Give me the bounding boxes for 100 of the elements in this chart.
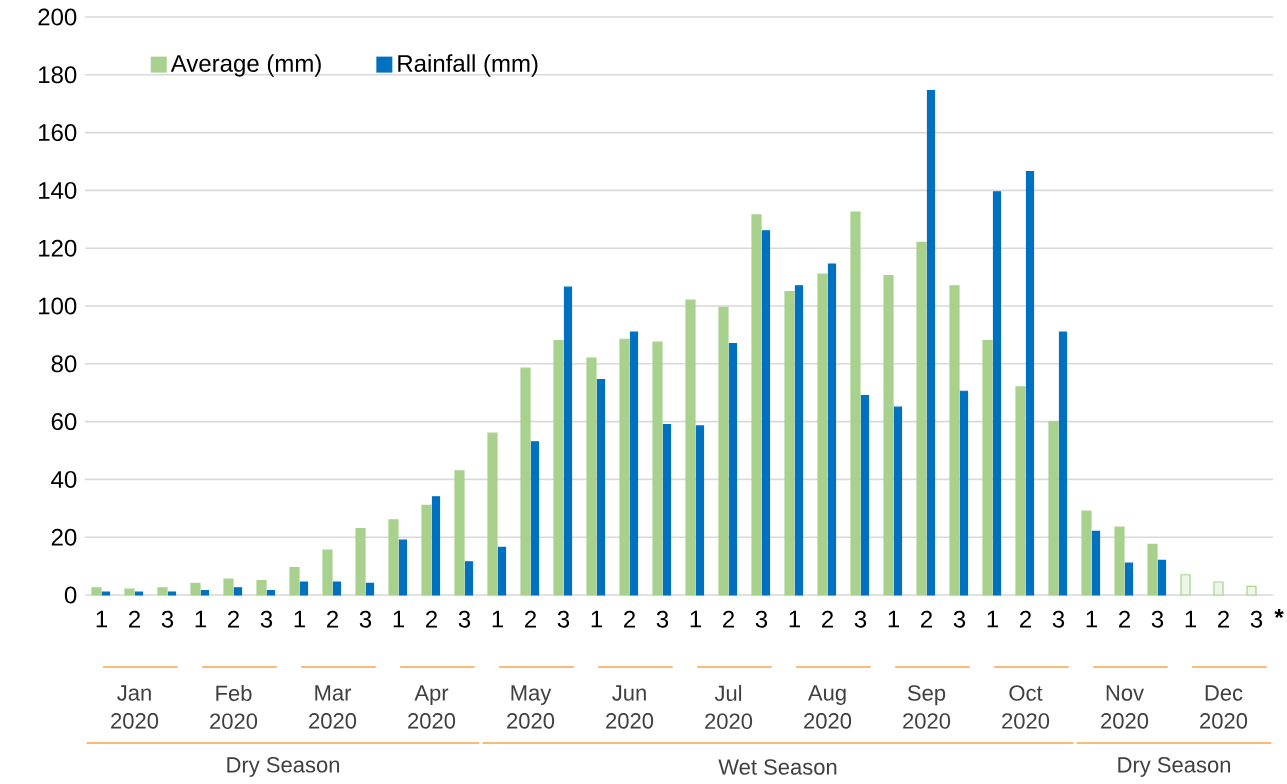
bar bbox=[926, 90, 936, 596]
x-tick-label: 3 bbox=[1250, 610, 1263, 628]
bar bbox=[388, 519, 399, 596]
bar bbox=[1114, 526, 1125, 596]
x-tick-label: 3 bbox=[755, 610, 768, 628]
x-tick-label: 1 bbox=[294, 610, 306, 628]
bar bbox=[1015, 386, 1026, 596]
x-tick-label: 1 bbox=[987, 610, 999, 628]
bar bbox=[619, 338, 630, 596]
bar bbox=[850, 211, 861, 596]
text: Wet Season bbox=[718, 759, 837, 775]
bar bbox=[751, 214, 762, 596]
x-tick-label: 3 bbox=[260, 610, 273, 628]
x-tick-label: 2 bbox=[426, 610, 437, 628]
bar bbox=[1213, 581, 1224, 596]
bar bbox=[652, 341, 663, 596]
bar bbox=[464, 561, 474, 596]
bar bbox=[1025, 171, 1035, 596]
x-tick-label: 2 bbox=[624, 610, 635, 628]
legend-label: Average (mm) bbox=[170, 54, 321, 77]
y-tick-label: 20 bbox=[51, 528, 77, 546]
bar bbox=[289, 566, 300, 596]
text: Dry Season bbox=[1118, 757, 1231, 777]
bar bbox=[266, 590, 276, 596]
text: Jul 2020 bbox=[705, 684, 753, 730]
x-tick-label: 3 bbox=[557, 610, 570, 628]
bar bbox=[596, 379, 606, 596]
bar bbox=[1124, 562, 1134, 596]
bar bbox=[784, 290, 795, 596]
bar bbox=[553, 340, 564, 596]
x-tick-label: 1 bbox=[888, 610, 900, 628]
x-tick-label: 3 bbox=[1052, 610, 1065, 628]
x-tick-label: 2 bbox=[525, 610, 536, 628]
text: Oct 2020 bbox=[1002, 685, 1050, 729]
bar bbox=[695, 425, 705, 596]
bar bbox=[398, 539, 408, 596]
bar bbox=[223, 578, 234, 596]
text: Mar 2020 bbox=[309, 685, 357, 729]
bar bbox=[718, 306, 729, 596]
bar bbox=[101, 591, 111, 596]
x-tick-label: 1 bbox=[1086, 610, 1098, 628]
x-tick-label: 2 bbox=[1218, 610, 1229, 628]
x-tick-label: 2 bbox=[1020, 610, 1031, 628]
bar bbox=[629, 331, 639, 596]
bar bbox=[586, 357, 597, 596]
text: Apr 2020 bbox=[408, 685, 456, 729]
text: Feb 2020 bbox=[210, 684, 258, 730]
bar bbox=[817, 273, 828, 596]
text: Sep 2020 bbox=[903, 685, 951, 729]
x-tick-label: 2 bbox=[129, 610, 140, 628]
text: * bbox=[1274, 609, 1284, 619]
bar bbox=[1081, 510, 1092, 596]
x-tick-label: 3 bbox=[854, 610, 867, 628]
x-tick-label: 1 bbox=[195, 610, 207, 628]
x-tick-label: 3 bbox=[953, 610, 966, 628]
bar bbox=[256, 579, 267, 596]
x-tick-label: 1 bbox=[1185, 610, 1197, 628]
y-tick-label: 180 bbox=[39, 66, 77, 84]
bar bbox=[431, 496, 441, 596]
x-tick-label: 2 bbox=[327, 610, 338, 628]
bar bbox=[134, 591, 144, 596]
x-tick-label: 1 bbox=[492, 610, 504, 628]
bar bbox=[200, 590, 210, 596]
x-tick-label: 3 bbox=[458, 610, 471, 628]
bar bbox=[1157, 559, 1167, 596]
y-tick-label: 200 bbox=[38, 8, 77, 26]
bar bbox=[1048, 421, 1059, 596]
bar bbox=[1246, 585, 1257, 596]
bar bbox=[190, 582, 201, 596]
x-tick-label: 2 bbox=[921, 610, 932, 628]
y-tick-label: 0 bbox=[64, 586, 77, 604]
bar bbox=[91, 587, 102, 596]
y-tick-label: 60 bbox=[51, 413, 77, 431]
bar bbox=[1147, 543, 1158, 596]
bar bbox=[322, 549, 333, 596]
legend-label: Rainfall (mm) bbox=[398, 54, 538, 77]
text: Dry Season bbox=[227, 757, 340, 777]
bar bbox=[299, 581, 309, 596]
bar bbox=[167, 591, 177, 596]
bar bbox=[685, 299, 696, 596]
bar bbox=[421, 504, 432, 596]
y-tick-label: 100 bbox=[39, 297, 77, 315]
bar bbox=[992, 191, 1002, 596]
x-tick-label: 1 bbox=[393, 610, 405, 628]
y-tick-label: 40 bbox=[51, 470, 77, 488]
bar bbox=[365, 582, 375, 596]
x-tick-label: 1 bbox=[690, 610, 702, 628]
bar bbox=[1058, 331, 1068, 596]
x-tick-label: 2 bbox=[228, 610, 239, 628]
x-tick-label: 3 bbox=[161, 610, 174, 628]
x-tick-label: 3 bbox=[359, 610, 372, 628]
x-tick-label: 1 bbox=[96, 610, 108, 628]
bar bbox=[883, 275, 894, 596]
x-tick-label: 1 bbox=[789, 610, 801, 628]
x-tick-label: 3 bbox=[656, 610, 669, 628]
bar bbox=[1091, 530, 1101, 596]
bar bbox=[233, 587, 243, 596]
x-tick-label: 1 bbox=[591, 610, 603, 628]
text: Jun 2020 bbox=[606, 685, 654, 729]
bar bbox=[662, 423, 672, 596]
